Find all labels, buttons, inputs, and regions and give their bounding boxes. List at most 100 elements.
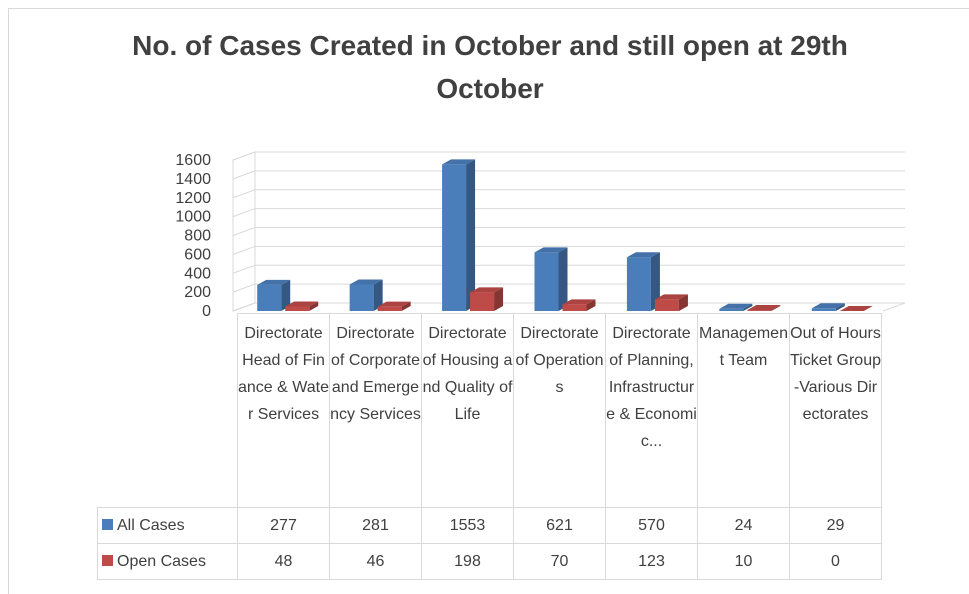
chart-title: No. of Cases Created in October and stil…: [132, 30, 848, 104]
bar-side: [401, 301, 411, 311]
grid-line: [232, 189, 905, 199]
bar-top: [349, 279, 383, 285]
bar-side: [835, 303, 845, 311]
y-tick-label: 400: [184, 265, 211, 282]
bar-front: [626, 257, 651, 311]
value-cell: 277: [237, 507, 330, 544]
bar: [442, 159, 476, 311]
bar-top: [811, 303, 845, 309]
category-cell: Directorate of Housing and Quality of Li…: [421, 313, 514, 508]
bar-front: [562, 304, 587, 311]
grid-line: [232, 302, 905, 312]
bar-side: [373, 279, 383, 311]
bar: [285, 301, 319, 311]
value-cell: 1553: [421, 507, 514, 544]
bar: [562, 299, 596, 311]
bar-side: [281, 279, 291, 311]
legend-cell: All Cases: [97, 507, 238, 544]
legend-label: Open Cases: [117, 552, 206, 570]
bar-side: [558, 247, 568, 311]
table-row: Open Cases 48 46 198 70 123 10 0: [97, 543, 882, 580]
value-cell: 29: [789, 507, 882, 544]
grid-line: [232, 170, 905, 180]
bar: [534, 247, 568, 311]
bar: [257, 279, 291, 311]
bar-front: [470, 292, 495, 311]
category-cell: Management Team: [697, 313, 790, 508]
y-tick-label: 200: [184, 284, 211, 301]
bar-top: [839, 306, 873, 311]
bar-front: [811, 308, 836, 311]
grid-line: [232, 245, 905, 255]
grid-line: [232, 227, 905, 236]
value-cell: 48: [237, 543, 330, 580]
category-cell: Directorate of Corporate and Emergency S…: [329, 313, 422, 508]
bar-top: [747, 305, 781, 311]
bar-top: [377, 301, 411, 307]
bar-top: [562, 299, 596, 305]
category-cell: Directorate of Operations: [513, 313, 606, 508]
bar-top: [719, 303, 753, 309]
bar: [747, 305, 781, 311]
bar-side: [586, 299, 596, 311]
bar: [719, 303, 753, 311]
value-cell: 123: [605, 543, 698, 580]
bar-top: [285, 301, 319, 307]
bar-front: [534, 252, 559, 311]
bar-top: [654, 294, 688, 300]
value-cell: 570: [605, 507, 698, 544]
bar-side: [650, 252, 660, 311]
bar-side: [494, 287, 504, 311]
bar-top: [626, 252, 660, 258]
bar-side: [678, 294, 688, 311]
category-cell: Directorate Head of Finance & Water Serv…: [237, 313, 330, 508]
value-cell: 198: [421, 543, 514, 580]
bar: [626, 252, 660, 311]
legend-swatch: [102, 518, 113, 530]
bar: [654, 294, 688, 311]
bar-front: [654, 299, 679, 311]
legend-cell: Open Cases: [97, 543, 238, 580]
y-tick-label: 800: [184, 228, 211, 245]
value-cell: 46: [329, 543, 422, 580]
value-cell: 10: [697, 543, 790, 580]
grid-line: [232, 283, 905, 293]
y-tick-label: 1000: [175, 209, 211, 226]
bar-front: [349, 284, 374, 311]
grid-line: [232, 264, 905, 274]
bar: [349, 279, 383, 311]
y-tick-label: 1400: [175, 171, 211, 188]
bar-front: [257, 284, 282, 311]
y-tick-label: 0: [202, 303, 211, 320]
bar-front: [285, 306, 310, 311]
grid-line: [232, 151, 905, 161]
bar-side: [771, 305, 781, 311]
bar-side: [309, 301, 319, 311]
bar-front: [747, 310, 772, 311]
category-cell: Out of Hours Ticket Group-Various Direct…: [789, 313, 882, 508]
bar: [839, 306, 873, 311]
corner-cell: [98, 314, 238, 508]
bar-top: [470, 287, 504, 293]
table-row: All Cases 277 281 1553 621 570 24 29: [97, 507, 882, 544]
bar: [470, 287, 504, 311]
y-tick-label: 600: [184, 246, 211, 263]
bar: [377, 301, 411, 311]
value-cell: 0: [789, 543, 882, 580]
category-cell: Directorate of Planning, Infrastructure …: [605, 313, 698, 508]
bar-side: [466, 159, 476, 311]
value-cell: 621: [513, 507, 606, 544]
bar: [811, 303, 845, 311]
value-cell: 70: [513, 543, 606, 580]
bar-top: [257, 279, 291, 285]
bar-front: [719, 308, 744, 311]
bar-front: [377, 306, 402, 311]
data-table: Directorate Head of Finance & Water Serv…: [97, 313, 882, 580]
bar-top: [442, 159, 476, 165]
legend-label: All Cases: [117, 516, 185, 534]
bar-front: [442, 164, 467, 311]
legend-swatch: [102, 554, 113, 566]
value-cell: 24: [697, 507, 790, 544]
